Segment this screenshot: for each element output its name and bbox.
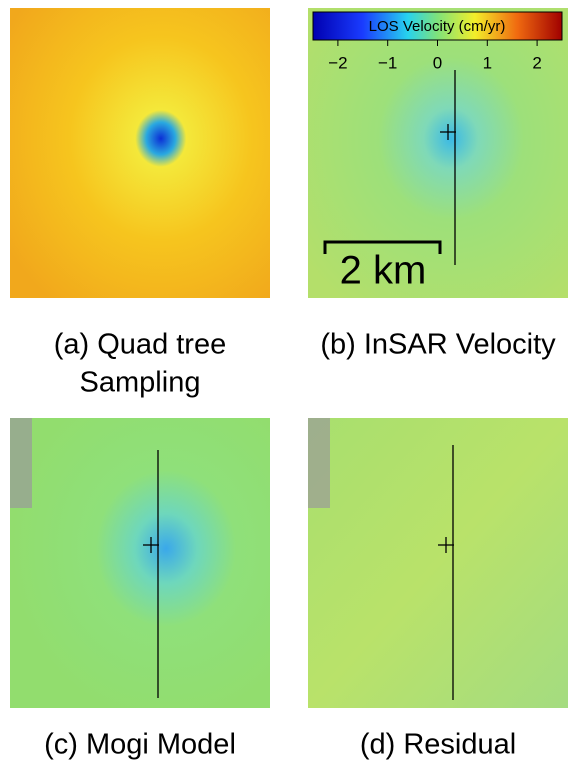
colorbar-tick-label: −2 bbox=[328, 53, 347, 72]
residual-image bbox=[308, 418, 568, 708]
caption: (b) InSAR Velocity bbox=[320, 329, 556, 361]
colorbar-tick-label: 2 bbox=[532, 53, 541, 72]
colorbar-tick-label: −1 bbox=[378, 53, 397, 72]
mogi-image bbox=[10, 418, 270, 708]
quadtree-image bbox=[10, 8, 270, 298]
figure: LOS Velocity (cm/yr) −2 −1 0 1 2 2 km (a) Qu… bbox=[0, 0, 581, 771]
scale-bar-label: 2 km bbox=[340, 249, 427, 293]
caption: (d) Residual bbox=[360, 729, 516, 761]
colorbar-title: LOS Velocity (cm/yr) bbox=[369, 18, 506, 35]
hillshade bbox=[308, 418, 330, 508]
caption: (c) Mogi Model bbox=[44, 729, 236, 761]
colorbar-tick-label: 1 bbox=[483, 53, 492, 72]
caption: (a) Quad tree bbox=[54, 329, 226, 361]
colorbar-tick-label: 0 bbox=[433, 53, 442, 72]
caption: Sampling bbox=[80, 367, 201, 399]
hillshade bbox=[10, 418, 32, 508]
